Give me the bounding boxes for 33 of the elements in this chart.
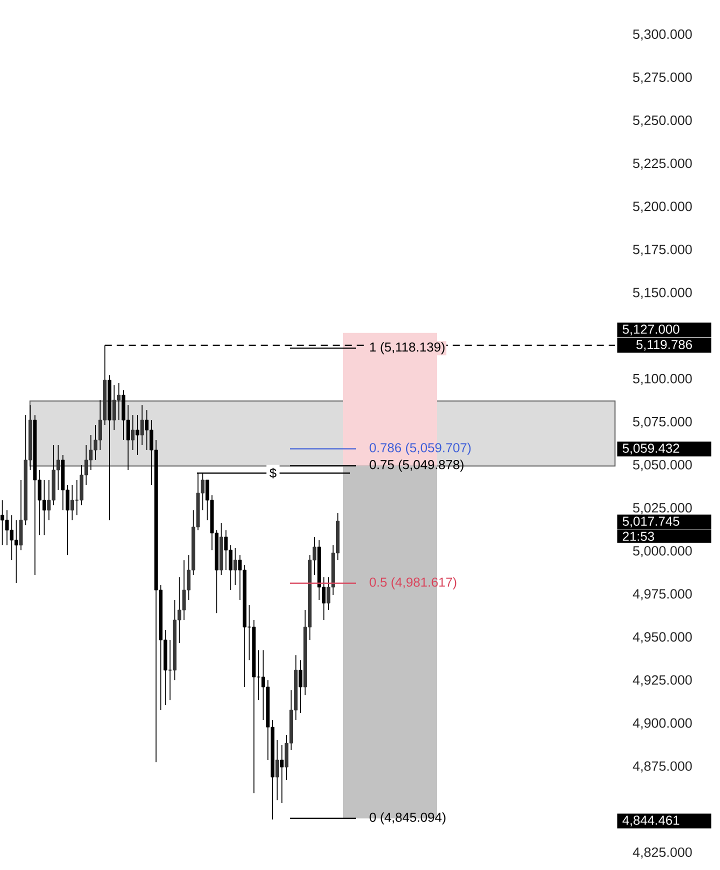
ref-line-label: 0 (4,845.094) — [370, 812, 446, 824]
y-tick-label: 5,150.000 — [633, 288, 692, 299]
text: 4,844.461 — [622, 816, 680, 826]
ref-line-label: $ — [270, 468, 276, 478]
candlestick — [298, 660, 302, 714]
y-tick-label: 4,900.000 — [632, 718, 692, 730]
text: 5,127.000 — [622, 324, 680, 336]
ref-line-label: 0.786 (5,059.707) — [370, 442, 471, 455]
ref-line-label: 5,119.786 — [636, 340, 692, 351]
text: 5,059.432 — [622, 444, 680, 454]
candlestick — [280, 744, 284, 804]
y-tick-label: 5,075.000 — [633, 416, 692, 428]
y-tick-label: 5,275.000 — [633, 72, 692, 84]
ref-line-label: 1 (5,118.139) — [370, 342, 444, 354]
ref-line-label: 0.5 (4,981.617) — [370, 577, 456, 590]
y-tick-label: 5,175.000 — [633, 244, 692, 256]
ref-line-label: 0.75 (5,049.878) — [370, 460, 464, 472]
y-tick-label: 5,225.000 — [633, 158, 692, 170]
y-tick-label: 5,000.000 — [633, 546, 692, 558]
y-tick-label: 4,950.000 — [632, 632, 692, 644]
y-tick-label: 5,050.000 — [633, 460, 692, 472]
text: 5,017.745 — [622, 516, 680, 528]
y-tick-label: 5,200.000 — [633, 202, 692, 213]
y-tick-label: 5,025.000 — [633, 503, 692, 514]
y-tick-label: 5,300.000 — [633, 29, 692, 41]
y-tick-label: 4,925.000 — [632, 675, 692, 686]
y-tick-label: 4,825.000 — [632, 847, 692, 859]
text: 21:53 — [622, 532, 654, 541]
y-tick-label: 5,250.000 — [633, 116, 692, 127]
candlestick — [136, 414, 140, 456]
y-tick-label: 4,875.000 — [632, 761, 692, 772]
y-tick-label: 4,975.000 — [632, 589, 692, 600]
y-tick-label: 5,100.000 — [633, 374, 692, 385]
